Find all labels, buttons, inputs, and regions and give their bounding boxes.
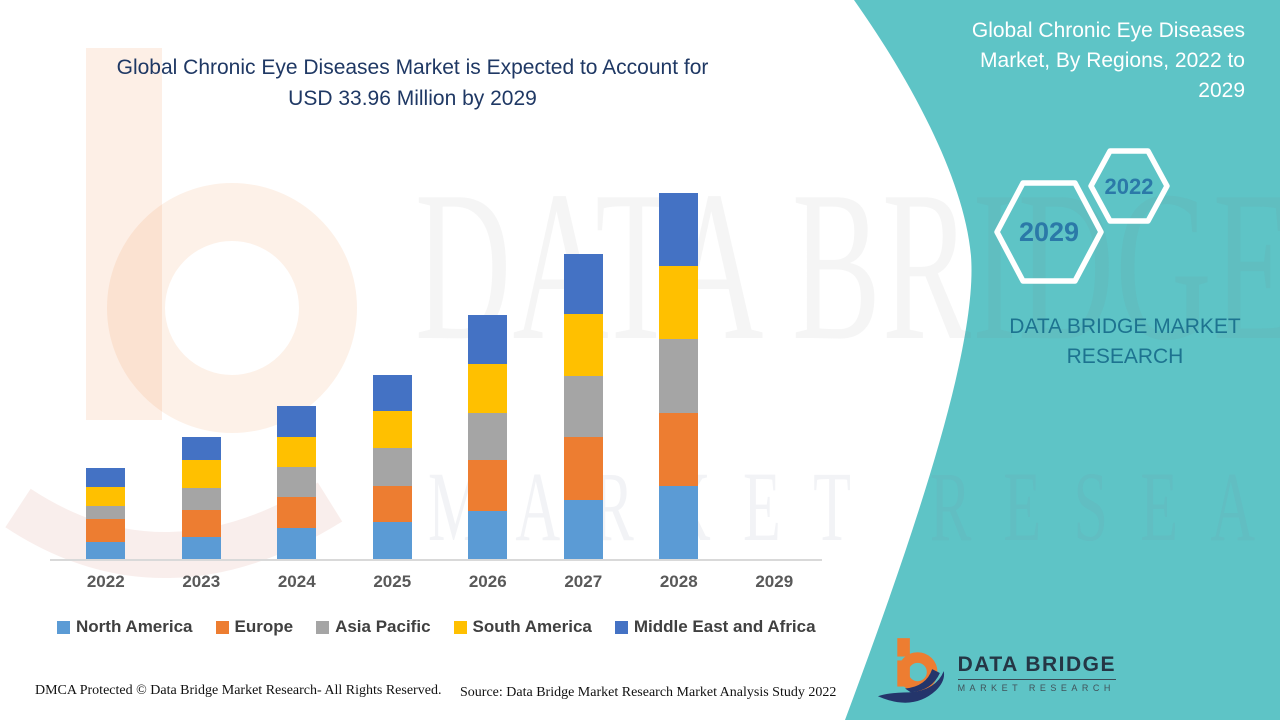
legend-label: South America: [472, 617, 592, 636]
footer-dmca-text: DMCA Protected © Data Bridge Market Rese…: [35, 683, 442, 698]
x-axis-line: [50, 559, 822, 561]
stacked-bar-2022: [86, 468, 126, 559]
bar-segment-2024-europe: [277, 497, 317, 528]
legend-marker-icon: [57, 620, 70, 634]
bar-segment-2027-asia-pacific: [563, 376, 603, 437]
bar-segment-2026-middle-east-and-africa: [468, 315, 508, 364]
panel-title-line-2: Market, By Regions, 2022 to: [980, 49, 1245, 72]
bar-segment-2028-south-america: [659, 266, 699, 339]
bar-segment-2028-middle-east-and-africa: [659, 193, 699, 266]
bar-segment-2027-north-america: [563, 500, 603, 559]
x-axis-label-2027: 2027: [564, 572, 603, 591]
bar-segment-2022-north-america: [86, 542, 126, 559]
bar-segment-2023-south-america: [181, 460, 221, 488]
legend-label: Europe: [234, 617, 294, 636]
panel-title-line-3: 2029: [1198, 79, 1245, 102]
bar-segment-2025-middle-east-and-africa: [372, 375, 412, 411]
logo-subtitle: MARKET RESEARCH: [957, 683, 1115, 693]
bar-column-2026: [440, 146, 536, 559]
panel-brand-line-1: DATA BRIDGE MARKET: [1009, 315, 1241, 338]
bar-segment-2024-north-america: [277, 528, 317, 559]
main-title-line-2: USD 33.96 Million by 2029: [288, 87, 537, 110]
bar-segment-2027-europe: [563, 437, 603, 500]
bar-segment-2028-north-america: [659, 486, 699, 559]
panel-title: Global Chronic Eye Diseases Market, By R…: [930, 16, 1245, 106]
bar-column-2028: [631, 146, 727, 559]
bar-column-2025: [345, 146, 441, 559]
legend-marker-icon: [316, 620, 330, 634]
stacked-bar-2024: [277, 406, 317, 559]
bar-segment-2026-asia-pacific: [468, 413, 508, 460]
bar-column-2027: [536, 146, 632, 559]
bar-segment-2024-south-america: [277, 437, 317, 467]
bar-segment-2025-asia-pacific: [372, 448, 412, 486]
stacked-bar-chart: [58, 146, 822, 559]
bar-segment-2026-europe: [468, 460, 508, 511]
logo-name: DATA BRIDGE: [957, 653, 1116, 680]
legend-marker-icon: [215, 620, 229, 634]
x-axis-label-2028: 2028: [659, 572, 698, 591]
bar-segment-2022-asia-pacific: [86, 506, 126, 519]
bar-segment-2023-asia-pacific: [181, 488, 221, 510]
bar-column-2022: [58, 146, 154, 559]
stacked-bar-2025: [372, 375, 412, 559]
footer-source-text: Source: Data Bridge Market Research Mark…: [460, 685, 837, 700]
bar-segment-2027-middle-east-and-africa: [563, 254, 603, 314]
bar-column-2029: [727, 146, 823, 559]
x-axis-label-2023: 2023: [182, 572, 221, 591]
hexagon-2029-label: 2029: [1019, 217, 1079, 247]
legend-item-south-america: South America: [453, 617, 592, 637]
bar-segment-2022-south-america: [86, 487, 126, 506]
stacked-bar-2027: [563, 254, 603, 559]
panel-brand-text: DATA BRIDGE MARKET RESEARCH: [960, 312, 1280, 372]
legend-label: Middle East and Africa: [633, 617, 816, 636]
bar-segment-2025-europe: [372, 486, 412, 522]
x-axis-label-2026: 2026: [468, 572, 507, 591]
data-bridge-logo: DATA BRIDGE MARKET RESEARCH: [876, 632, 1116, 714]
x-axis-labels: 2022 2023 2024 2025 2026 2027 2028 2029: [58, 572, 822, 592]
bar-column-2024: [249, 146, 345, 559]
chart-legend: North America Europe Asia Pacific South Ame…: [57, 617, 816, 637]
bar-segment-2024-middle-east-and-africa: [277, 406, 317, 437]
x-axis-label-2022: 2022: [86, 572, 125, 591]
bar-segment-2027-south-america: [563, 314, 603, 376]
legend-item-north-america: North America: [57, 617, 193, 637]
bar-segment-2023-middle-east-and-africa: [181, 437, 221, 460]
stacked-bar-2023: [181, 437, 221, 559]
bar-segment-2024-asia-pacific: [277, 467, 317, 497]
bar-segment-2025-south-america: [372, 411, 412, 448]
main-title: Global Chronic Eye Diseases Market is Ex…: [40, 52, 785, 114]
panel-title-line-1: Global Chronic Eye Diseases: [971, 19, 1245, 42]
legend-item-asia-pacific: Asia Pacific: [316, 617, 431, 637]
bar-segment-2028-asia-pacific: [659, 339, 699, 413]
bar-segment-2023-europe: [181, 510, 221, 537]
legend-marker-icon: [614, 620, 628, 634]
x-axis-label-2025: 2025: [373, 572, 412, 591]
bar-segment-2022-europe: [86, 519, 126, 542]
data-bridge-logo-icon: [877, 638, 945, 703]
legend-item-middle-east-and-africa: Middle East and Africa: [614, 617, 816, 637]
stacked-bar-2028: [659, 193, 699, 559]
bar-column-2023: [154, 146, 250, 559]
x-axis-label-2024: 2024: [277, 572, 316, 591]
legend-marker-icon: [453, 620, 467, 634]
legend-label: Asia Pacific: [335, 617, 431, 636]
stacked-bar-2026: [468, 315, 508, 559]
panel-brand-line-2: RESEARCH: [1066, 345, 1184, 368]
bar-segment-2025-north-america: [372, 522, 412, 559]
bar-segment-2022-middle-east-and-africa: [86, 468, 126, 487]
legend-item-europe: Europe: [215, 617, 294, 637]
hexagon-2022-label: 2022: [1105, 174, 1154, 199]
bar-segment-2026-north-america: [468, 511, 508, 559]
bar-segment-2023-north-america: [181, 537, 221, 559]
bar-segment-2026-south-america: [468, 364, 508, 413]
bar-segment-2028-europe: [659, 413, 699, 486]
main-title-line-1: Global Chronic Eye Diseases Market is Ex…: [116, 56, 709, 79]
year-hexagons: 2029 2022: [994, 148, 1170, 284]
x-axis-label-2029: 2029: [755, 572, 794, 591]
legend-label: North America: [76, 617, 193, 636]
